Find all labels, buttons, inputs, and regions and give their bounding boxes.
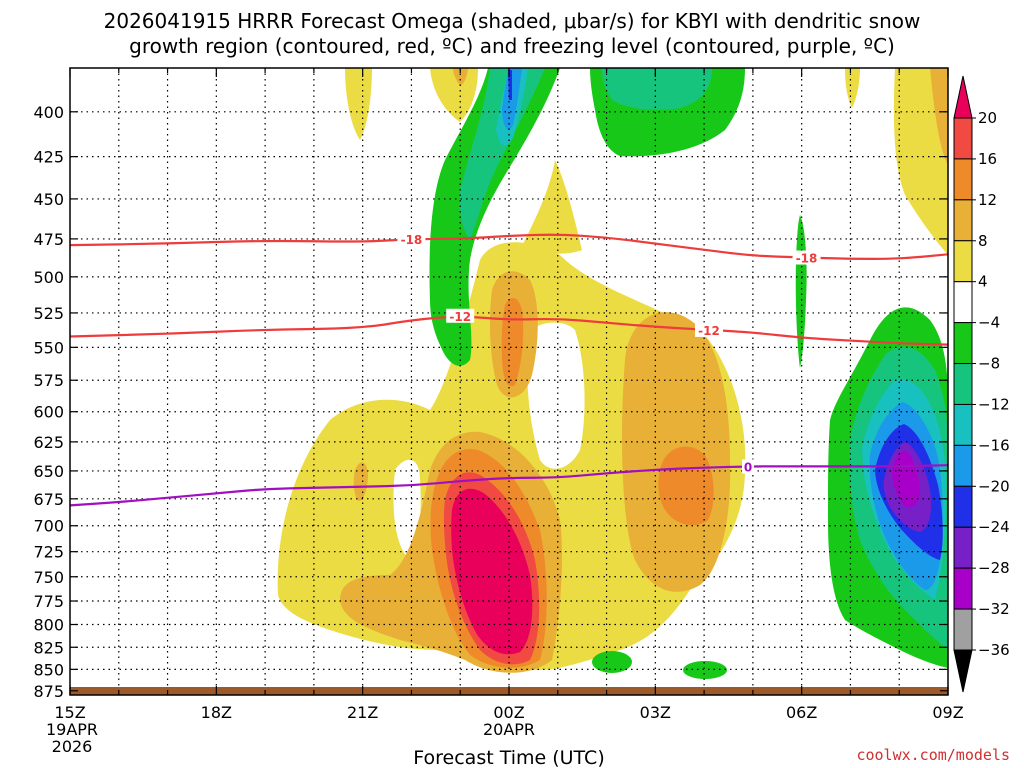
x-axis-label: Forecast Time (UTC): [413, 747, 604, 768]
colorbar-segment: [953, 117, 973, 160]
colorbar-label: 4: [978, 273, 988, 291]
omega-positive-4-upper-plume: [520, 160, 582, 254]
y-tick-label: 700: [33, 517, 64, 536]
colorbar-label: 8: [978, 232, 988, 250]
colorbar-label: −36: [978, 641, 1010, 659]
colorbar-label: −32: [978, 600, 1010, 618]
colorbar-bottom-arrow: [953, 649, 973, 693]
dgz-minus-12-label: -12: [698, 324, 720, 338]
colorbar-label: −12: [978, 395, 1010, 413]
dgz-minus-12-label-bg: [446, 308, 475, 323]
x-tick-label: 03Z: [640, 703, 671, 722]
omega-positive-4-top-small: [845, 68, 860, 108]
chart-title-line1: 2026041915 HRRR Forecast Omega (shaded, …: [104, 9, 921, 33]
colorbar-segment: [953, 322, 973, 365]
x-tick-label: 19APR: [46, 720, 98, 739]
colorbar-label: −28: [978, 559, 1010, 577]
x-tick-label: 09Z: [932, 703, 963, 722]
colorbar-segment: [953, 608, 973, 651]
y-tick-label: 800: [33, 616, 64, 635]
x-tick-label: 15Z: [54, 703, 85, 722]
colorbar-label: −24: [978, 518, 1010, 536]
y-tick-label: 675: [33, 490, 64, 509]
x-tick-label: 00Z: [493, 703, 524, 722]
colorbar: 20 16 12 8 4 −4 −8 −12 −16 −20 −24 −28 −32 −36: [953, 75, 1010, 693]
omega-positive-4-right-band: [893, 68, 948, 255]
omega-negative-blob-0330z: [683, 661, 727, 679]
omega-shading: [277, 68, 948, 679]
colorbar-label: −8: [978, 355, 1000, 373]
omega-negative-4-upper: [429, 68, 560, 366]
colorbar-label: −20: [978, 477, 1010, 495]
dgz-minus-18-label: -18: [401, 233, 423, 247]
y-tick-label: 875: [33, 682, 64, 701]
y-tick-label: 625: [33, 433, 64, 452]
x-tick-label: 20APR: [483, 720, 535, 739]
x-tick-label: 06Z: [786, 703, 817, 722]
omega-negative-20-upper: [508, 70, 512, 100]
colorbar-label: 12: [978, 191, 997, 209]
credit-text: coolwx.com/models: [856, 746, 1010, 764]
omega-weak-hole-0130z: [527, 322, 585, 469]
omega-positive-8-small-2130z: [353, 462, 368, 501]
y-tick-label: 650: [33, 462, 64, 481]
omega-positive-4-top-mid: [430, 68, 478, 122]
colorbar-label: −16: [978, 436, 1010, 454]
colorbar-label: 16: [978, 150, 997, 168]
y-tick-label: 775: [33, 592, 64, 611]
omega-positive-8-top-sliver: [453, 68, 468, 86]
colorbar-segment: [953, 199, 973, 242]
dgz-minus-12-label: -12: [449, 310, 471, 324]
temperature-contours: -18 -18 -12 -12 0: [70, 231, 948, 507]
chart-title-line2: growth region (contoured, red, ºC) and f…: [129, 34, 895, 58]
dgz-minus-12-line: [70, 315, 948, 346]
colorbar-segment: [953, 567, 973, 610]
y-tick-label: 825: [33, 638, 64, 657]
dgz-minus-12-label-bg: [694, 322, 723, 337]
x-tick-label: 18Z: [201, 703, 232, 722]
y-tick-label: 400: [33, 103, 64, 122]
colorbar-segment: [953, 240, 973, 283]
y-axis-ticks: 400 425 450 475 500 525 550 575 600 625 650 675 700 7…: [33, 103, 948, 701]
colorbar-segment: [953, 485, 973, 528]
y-tick-label: 500: [33, 268, 64, 287]
colorbar-segment: [953, 363, 973, 405]
y-tick-label: 850: [33, 660, 64, 679]
y-tick-label: 450: [33, 190, 64, 209]
colorbar-segment: [953, 281, 973, 324]
dgz-minus-18-label-bg: [792, 250, 821, 265]
colorbar-segment: [953, 444, 973, 487]
omega-negative-blob-0130z: [592, 651, 632, 673]
omega-positive-4-top-left: [345, 68, 372, 140]
dgz-minus-18-label: -18: [796, 252, 818, 266]
colorbar-segment: [953, 403, 973, 446]
y-tick-label: 725: [33, 543, 64, 562]
y-tick-label: 525: [33, 304, 64, 323]
freezing-level-0-label-bg: [742, 459, 755, 474]
colorbar-label: −4: [978, 314, 1000, 332]
plot-grid: [70, 68, 948, 695]
y-tick-label: 475: [33, 230, 64, 249]
colorbar-top-arrow: [953, 75, 973, 119]
omega-negative-8-top-right: [602, 68, 712, 110]
freezing-level-0-label: 0: [744, 460, 752, 474]
y-tick-label: 600: [33, 403, 64, 422]
omega-positive-12-right: [658, 446, 714, 526]
x-tick-label: 2026: [52, 737, 93, 756]
y-tick-label: 425: [33, 148, 64, 167]
colorbar-segment: [953, 158, 973, 201]
y-tick-label: 575: [33, 371, 64, 390]
dgz-minus-18-label-bg: [397, 231, 426, 246]
colorbar-segment: [953, 526, 973, 569]
freezing-level-0-line: [70, 464, 948, 507]
omega-positive-20-max: [451, 488, 533, 655]
y-tick-label: 550: [33, 338, 64, 357]
omega-positive-8-right-edge: [930, 68, 948, 165]
y-tick-label: 750: [33, 568, 64, 587]
omega-negative-8-upper: [459, 68, 545, 240]
x-tick-label: 21Z: [347, 703, 378, 722]
colorbar-label: 20: [978, 109, 997, 127]
